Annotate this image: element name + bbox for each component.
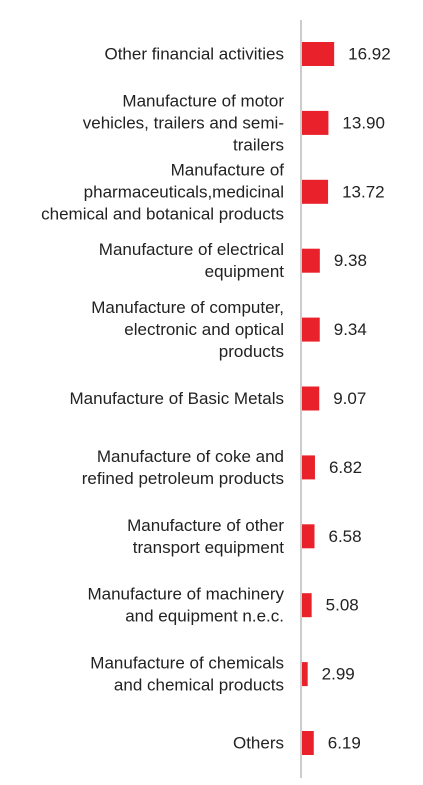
category-label-line: Manufacture of chemicals <box>90 654 284 673</box>
category-label-line: pharmaceuticals,medicinal <box>84 182 284 201</box>
category-label-line: Manufacture of other <box>127 516 284 535</box>
value-label-6: 9.07 <box>333 389 366 408</box>
value-label-7: 6.82 <box>329 458 362 477</box>
category-label-2: Manufacture of motor vehicles, trailers a… <box>83 91 285 154</box>
category-label-line: products <box>219 342 284 361</box>
category-label-11: Others <box>233 734 284 753</box>
category-label-line: chemical and botanical products <box>41 204 284 223</box>
bar-3 <box>302 179 329 204</box>
category-label-8: Manufacture of other transport equipment <box>127 516 284 557</box>
category-label-line: Manufacture of computer, <box>91 298 284 317</box>
value-label-3: 13.72 <box>342 182 385 201</box>
category-label-line: and chemical products <box>114 676 284 695</box>
category-label-5: Manufacture of computer, electronic and o… <box>91 298 284 361</box>
category-label-1: Other financial activities <box>104 45 284 64</box>
category-label-line: vehicles, trailers and semi- <box>83 113 284 132</box>
bar-8 <box>302 524 315 549</box>
bar-5 <box>302 317 320 342</box>
category-label-6: Manufacture of Basic Metals <box>70 389 284 408</box>
category-label-line: Others <box>233 734 284 753</box>
value-label-9: 5.08 <box>326 596 359 615</box>
category-label-line: Manufacture of electrical <box>99 240 284 259</box>
bar-11 <box>302 731 314 755</box>
category-label-7: Manufacture of coke and refined petroleum… <box>82 447 284 488</box>
category-label-3: Manufacture of pharmaceuticals,medicinal c… <box>41 160 284 223</box>
category-label-line: trailers <box>233 135 284 154</box>
value-label-10: 2.99 <box>322 665 355 684</box>
bar-2 <box>302 110 329 135</box>
value-label-4: 9.38 <box>334 251 367 270</box>
bar-6 <box>302 386 320 411</box>
category-label-line: Manufacture of motor <box>122 91 284 110</box>
category-label-line: Manufacture of coke and <box>97 447 284 466</box>
category-label-line: equipment <box>205 262 285 281</box>
bar-9 <box>302 593 312 618</box>
bar-7 <box>302 455 315 480</box>
bar-10 <box>302 662 308 687</box>
value-label-8: 6.58 <box>329 527 362 546</box>
category-label-9: Manufacture of machinery and equipment n.… <box>87 585 284 626</box>
category-label-10: Manufacture of chemicals and chemical pro… <box>90 654 284 695</box>
category-label-line: and equipment n.e.c. <box>125 607 284 626</box>
value-label-1: 16.92 <box>348 45 391 64</box>
bar-1 <box>302 42 335 66</box>
value-labels-layer: 16.92 13.90 13.72 9.38 9.34 9.07 6.82 6.58 5.08 2… <box>322 45 391 753</box>
category-label-line: refined petroleum products <box>82 469 284 488</box>
bar-4 <box>302 248 320 273</box>
category-label-line: Manufacture of machinery <box>87 585 284 604</box>
category-label-line: Other financial activities <box>104 45 284 64</box>
category-label-line: Manufacture of Basic Metals <box>70 389 284 408</box>
category-label-4: Manufacture of electrical equipment <box>99 240 284 281</box>
bars-layer <box>302 42 335 755</box>
category-label-line: Manufacture of <box>171 160 285 179</box>
category-label-line: transport equipment <box>133 538 284 557</box>
category-labels-layer: Other financial activities Manufacture of… <box>41 45 284 753</box>
category-label-line: electronic and optical <box>124 320 284 339</box>
value-label-2: 13.90 <box>342 113 385 132</box>
value-label-5: 9.34 <box>334 320 367 339</box>
value-label-11: 6.19 <box>328 734 361 753</box>
